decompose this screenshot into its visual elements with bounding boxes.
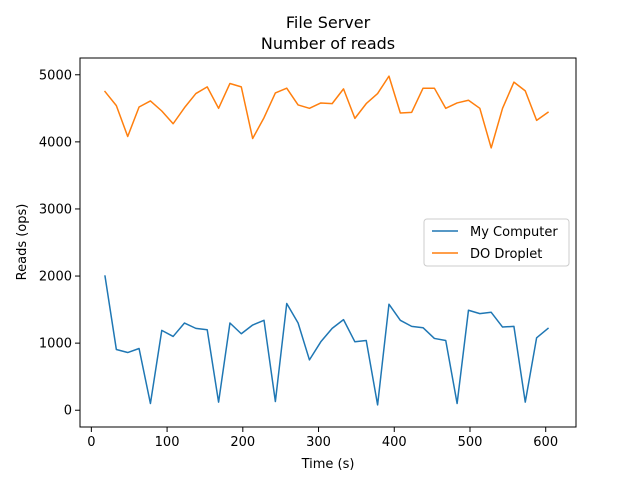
y-tick-label: 3000 (39, 202, 72, 217)
legend-label-my-computer: My Computer (470, 225, 558, 240)
series-line-my-computer (104, 275, 550, 406)
x-axis-label: Time (s) (301, 457, 355, 472)
x-tick-label: 500 (458, 435, 483, 450)
chart-title: File Server (286, 13, 371, 32)
legend-box (423, 218, 570, 267)
y-tick-label: 1000 (39, 337, 72, 352)
y-tick-label: 4000 (39, 135, 72, 150)
x-tick-label: 200 (230, 435, 255, 450)
y-tick-label: 0 (64, 404, 72, 419)
y-tick-label: 2000 (39, 270, 72, 285)
y-axis-label: Reads (ops) (15, 204, 30, 281)
x-tick-label: 400 (382, 435, 407, 450)
y-tick-label: 5000 (39, 68, 72, 83)
x-tick-label: 100 (155, 435, 180, 450)
plot-area: 0 100 200 300 400 500 600 0 1000 2000 3000 4000 5000 (39, 68, 558, 450)
legend-label-do-droplet: DO Droplet (470, 247, 542, 262)
plot-frame (79, 57, 577, 428)
x-tick-label: 600 (533, 435, 558, 450)
chart-subtitle: Number of reads (261, 34, 395, 53)
x-tick-label: 300 (306, 435, 331, 450)
x-tick-label: 0 (87, 435, 95, 450)
series-line-do-droplet (103, 75, 550, 149)
legend: My Computer DO Droplet (423, 218, 570, 267)
